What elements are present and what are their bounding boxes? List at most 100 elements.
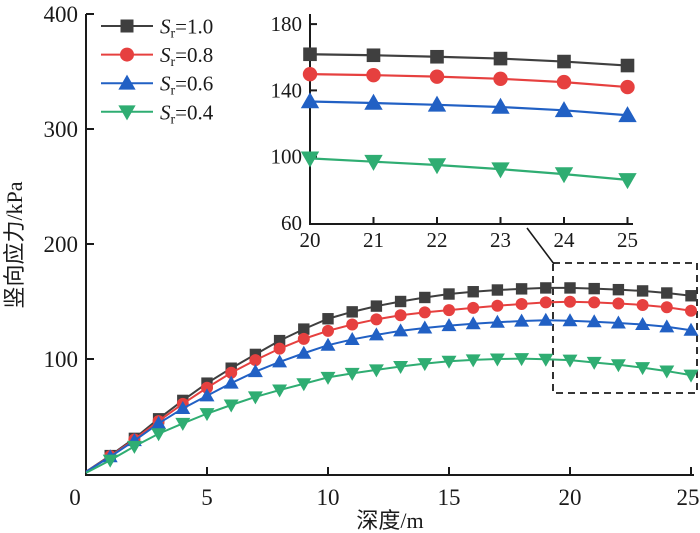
main-data-point-sr-0.6 <box>320 337 336 351</box>
inset-y-tick-label: 100 <box>271 145 303 169</box>
main-data-point-sr-0.8 <box>273 342 286 355</box>
main-data-point-sr-0.4 <box>586 356 602 370</box>
main-data-point-sr-0.4 <box>223 399 239 413</box>
main-data-point-sr-0.4 <box>465 354 481 368</box>
main-x-tick-label: 20 <box>559 485 582 510</box>
inset-data-point-sr-0.8 <box>429 69 445 84</box>
main-data-point-sr-0.8 <box>346 318 359 331</box>
main-data-point-sr-0.4 <box>151 428 167 442</box>
main-data-point-sr-0.8 <box>660 301 673 314</box>
main-data-point-sr-0.4 <box>514 353 530 367</box>
main-data-point-sr-0.6 <box>659 319 675 333</box>
main-data-point-sr-0.6 <box>683 322 699 336</box>
main-data-point-sr-0.8 <box>515 298 528 311</box>
zoom-region-box <box>552 262 698 394</box>
inset-data-point-sr-1.0 <box>303 47 317 62</box>
main-data-point-sr-0.8 <box>564 295 576 308</box>
main-data-point-sr-0.4 <box>393 360 409 374</box>
main-data-point-sr-1.0 <box>661 287 673 299</box>
main-data-point-sr-0.4 <box>368 364 384 378</box>
legend-marker-sr-0.8 <box>120 47 134 62</box>
main-data-point-sr-0.8 <box>443 304 455 317</box>
main-data-point-sr-0.4 <box>102 454 118 468</box>
inset-data-point-sr-0.4 <box>554 167 574 184</box>
legend-label-sr-0.8: Sr=0.8 <box>160 43 213 70</box>
inset-y-tick-label: 140 <box>271 78 303 102</box>
inset-data-point-sr-0.8 <box>493 71 508 86</box>
inset-x-tick-label: 24 <box>554 228 576 252</box>
inset-data-point-sr-0.4 <box>364 154 383 171</box>
main-data-point-sr-1.0 <box>540 282 552 294</box>
inset-data-point-sr-0.4 <box>427 158 447 175</box>
inset-data-point-sr-1.0 <box>366 48 381 63</box>
main-series-line-sr-0.6 <box>85 319 692 473</box>
main-data-point-sr-0.8 <box>612 297 625 310</box>
inset-data-point-sr-0.8 <box>620 79 635 95</box>
legend-label-sr-0.6: Sr=0.6 <box>160 72 213 99</box>
main-data-point-sr-0.4 <box>272 384 288 398</box>
main-data-point-sr-0.8 <box>539 296 552 309</box>
inset-data-point-sr-0.8 <box>366 67 381 83</box>
legend-item-sr-0.4: Sr=0.4 <box>101 100 214 127</box>
main-data-point-sr-0.6 <box>175 400 191 414</box>
main-data-point-sr-1.0 <box>394 295 407 308</box>
main-data-point-sr-1.0 <box>298 323 310 335</box>
main-data-point-sr-0.6 <box>441 318 457 332</box>
inset-data-point-sr-0.6 <box>364 93 383 110</box>
inset-callout-line <box>526 227 555 265</box>
main-data-point-sr-1.0 <box>273 334 286 347</box>
main-y-tick-label: 300 <box>44 117 79 142</box>
inset-y-tick-label: 180 <box>271 12 303 36</box>
inset-data-point-sr-1.0 <box>620 58 635 73</box>
main-data-point-sr-0.6 <box>562 313 578 327</box>
main-data-point-sr-0.4 <box>296 378 312 392</box>
main-data-point-sr-0.6 <box>296 345 312 359</box>
main-data-point-sr-0.4 <box>320 371 336 385</box>
inset-data-point-sr-1.0 <box>557 54 571 69</box>
main-data-point-sr-0.6 <box>344 331 360 345</box>
main-x-tick-label: 25 <box>677 485 700 510</box>
main-data-point-sr-0.4 <box>175 417 191 431</box>
legend-item-sr-0.6: Sr=0.6 <box>101 72 213 99</box>
main-x-tick-label: 5 <box>201 485 213 510</box>
main-data-point-sr-0.4 <box>538 353 554 367</box>
main-y-tick-label: 400 <box>44 2 79 27</box>
main-data-point-sr-0.8 <box>201 381 213 394</box>
main-data-point-sr-0.6 <box>151 415 167 429</box>
main-data-point-sr-0.8 <box>249 354 262 367</box>
main-data-point-sr-1.0 <box>685 290 697 302</box>
main-data-point-sr-1.0 <box>346 306 358 318</box>
main-data-point-sr-0.8 <box>467 301 480 314</box>
main-data-point-sr-1.0 <box>564 282 576 294</box>
inset-data-point-sr-0.4 <box>491 162 510 179</box>
legend-marker-sr-0.6 <box>118 74 136 90</box>
main-data-point-sr-1.0 <box>467 286 479 298</box>
legend-item-sr-0.8: Sr=0.8 <box>101 43 213 70</box>
main-x-tick-label: 0 <box>69 485 81 510</box>
main-data-point-sr-0.6 <box>199 388 215 402</box>
main-data-point-sr-0.6 <box>393 323 409 337</box>
main-data-point-sr-1.0 <box>322 313 334 325</box>
main-data-point-sr-0.8 <box>394 309 407 322</box>
inset-x-tick-label: 20 <box>300 228 321 252</box>
main-data-point-sr-0.6 <box>586 314 602 328</box>
main-data-point-sr-1.0 <box>370 300 383 312</box>
main-y-tick-label: 200 <box>44 232 79 257</box>
main-data-point-sr-0.4 <box>126 440 142 454</box>
main-data-point-sr-0.4 <box>489 353 505 367</box>
inset-series-line-sr-0.8 <box>309 73 628 89</box>
inset-x-tick-label: 21 <box>363 228 384 252</box>
main-y-tick-label: 100 <box>44 347 79 372</box>
inset-data-point-sr-0.8 <box>556 74 572 90</box>
y-axis-title: 竖向应力/kPa <box>2 181 27 308</box>
inset-data-point-sr-0.6 <box>554 101 574 118</box>
main-data-point-sr-0.8 <box>370 313 383 326</box>
main-series-line-sr-1.0 <box>85 286 692 473</box>
inset-data-point-sr-0.6 <box>491 97 510 114</box>
main-data-point-sr-1.0 <box>491 284 504 296</box>
main-data-point-sr-1.0 <box>612 283 625 296</box>
main-x-tick-label: 15 <box>438 485 461 510</box>
main-data-point-sr-0.6 <box>635 317 651 331</box>
